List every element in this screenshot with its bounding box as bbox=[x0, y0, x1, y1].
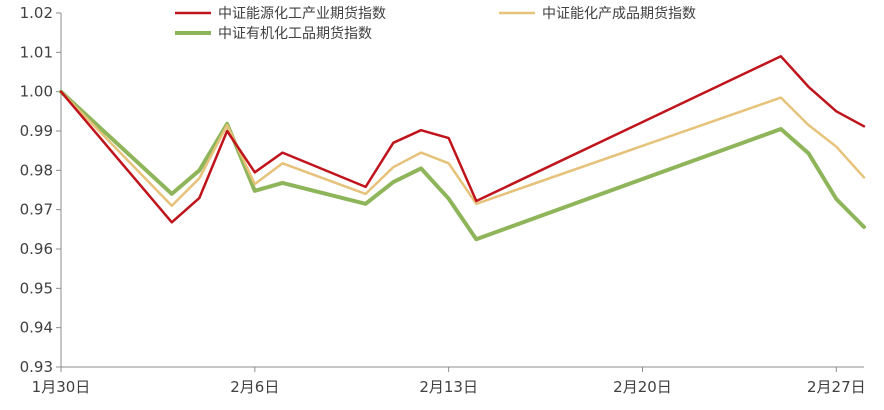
y-tick-label: 0.94 bbox=[20, 319, 53, 337]
legend-label-1: 中证能源化工产业期货指数 bbox=[218, 5, 386, 22]
y-tick-label: 1.02 bbox=[20, 4, 53, 22]
y-tick-label: 0.95 bbox=[20, 279, 53, 297]
x-tick-label: 2月20日 bbox=[613, 378, 672, 396]
y-tick-label: 0.96 bbox=[20, 240, 53, 258]
y-tick-label: 1.00 bbox=[20, 83, 53, 101]
x-tick-label: 1月30日 bbox=[32, 378, 91, 396]
x-tick-label: 2月27日 bbox=[807, 378, 866, 396]
y-tick-label: 0.93 bbox=[20, 358, 53, 376]
legend-label-2: 中证能化产成品期货指数 bbox=[542, 5, 696, 22]
series-line-2 bbox=[59, 90, 866, 207]
x-tick-label: 2月6日 bbox=[230, 378, 279, 396]
legend-label-3: 中证有机化工品期货指数 bbox=[218, 25, 372, 42]
y-tick-label: 0.98 bbox=[20, 161, 53, 179]
y-tick-label: 1.01 bbox=[20, 43, 53, 61]
x-tick-label: 2月13日 bbox=[419, 378, 478, 396]
y-tick-label: 0.97 bbox=[20, 201, 53, 219]
series-lines bbox=[59, 55, 866, 242]
series-line-1 bbox=[59, 55, 866, 224]
x-axis-tick-labels: 1月30日 2月6日 2月13日 2月20日 2月27日 bbox=[32, 378, 866, 396]
series-line-3 bbox=[59, 89, 866, 242]
y-tick-label: 0.99 bbox=[20, 122, 53, 140]
y-axis-tick-labels: 0.93 0.94 0.95 0.96 0.97 0.98 0.99 1.00 1.01 1.02 bbox=[20, 4, 53, 376]
axes bbox=[56, 12, 864, 372]
